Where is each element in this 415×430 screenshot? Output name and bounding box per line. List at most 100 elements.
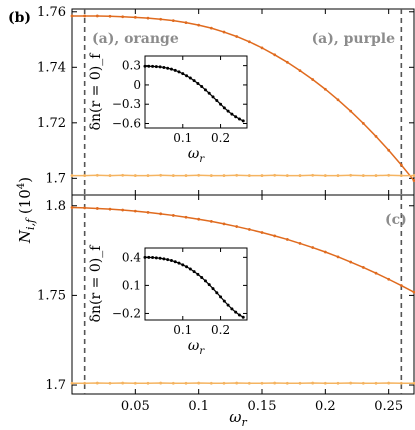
inset-ytick-label-b: 0: [133, 78, 141, 92]
inset-b-ticks: 0.3 0 −0.3 −0.6 0.1 0.2 ωr δn(r = 0)_f: [88, 52, 247, 165]
series-c-1-point: [285, 381, 289, 385]
series-c-0-point: [374, 271, 378, 275]
inset-series-c-point: [219, 295, 223, 299]
inset-series-c-point: [222, 299, 226, 303]
inset-series-b-point: [192, 79, 196, 83]
series-c-0-point: [336, 255, 340, 259]
panel-tag-b: (b): [8, 10, 31, 26]
series-c-1-point: [412, 381, 415, 385]
series-c-1-point: [209, 381, 213, 385]
series-b-1-point: [374, 174, 378, 177]
inset-series-c-point: [226, 303, 230, 307]
ytick-label-c: 1.8: [45, 199, 66, 214]
inset-xlabel-b: ωr: [188, 146, 205, 165]
series-b-0-point: [171, 19, 175, 23]
inset-xtick-label-c: 0.1: [173, 323, 192, 337]
series-c-0-point: [184, 215, 188, 219]
series-b-1-point: [412, 174, 415, 177]
series-b-0-line: [72, 15, 415, 182]
panel-c: 1.7 1.75 1.8 0.05 0.1 0.15 0.2 0.25 (c): [37, 194, 415, 414]
series-b-0-point: [121, 15, 125, 19]
inset-series-b-point: [181, 72, 185, 76]
series-c-1-point: [95, 381, 99, 385]
series-c-0-point: [159, 212, 163, 216]
series-c-1-point: [171, 381, 175, 385]
inset-series-b-point: [203, 88, 207, 92]
inset-series-b-point: [215, 99, 219, 103]
series-c-1-point: [387, 381, 391, 385]
inset-series-b-point: [151, 64, 155, 68]
xtick-label: 0.1: [188, 399, 209, 414]
series-c-1-point: [323, 381, 327, 385]
inset-series-c-point: [177, 261, 181, 265]
inset-series-c-point: [147, 255, 151, 259]
inset-ylabel-b: δn(r = 0)_f: [88, 52, 104, 131]
panel-b: 1.7 1.72 1.74 1.76 (b) (a), orange (a), pur…: [8, 5, 415, 196]
y-axis-label: Ni,f (104): [16, 177, 37, 244]
series-b-0-point: [298, 69, 302, 73]
series-c-0-point: [247, 228, 251, 231]
series-c-1-point: [349, 381, 353, 385]
series-b-1-point: [70, 174, 74, 177]
inset-series-b-point: [237, 117, 241, 121]
series-b-0-point: [235, 35, 239, 38]
y-axis-label-exp: 4: [16, 183, 27, 189]
inset-series-c-point: [237, 313, 241, 317]
series-b-0-point: [184, 21, 188, 25]
panel-c-ticks: 1.7 1.75 1.8 0.05 0.1 0.15 0.2 0.25: [37, 195, 414, 414]
series-b-1-point: [197, 173, 201, 177]
inset-series-c-point: [185, 265, 189, 269]
series-b-0-point: [323, 87, 327, 91]
series-b-0-point: [336, 98, 340, 102]
series-b-1-point: [83, 174, 87, 177]
panel-b-ticks: 1.7 1.72 1.74 1.76: [37, 5, 414, 195]
series-c-1-point: [108, 381, 112, 385]
series-c-0-point: [146, 210, 150, 214]
series-b-0-point: [222, 30, 226, 34]
series-c-1-point: [222, 381, 226, 385]
ytick-label-c: 1.7: [45, 378, 66, 393]
series-b-1-point: [146, 174, 150, 177]
x-axis-label-sub: r: [241, 416, 247, 429]
inset-b-series: [143, 64, 245, 123]
series-c-0-point: [209, 219, 213, 223]
series-b-1-point: [349, 173, 353, 177]
panel-b-series: [70, 14, 415, 182]
inset-xtick-label-b: 0.1: [173, 131, 192, 145]
inset-series-b-point: [143, 64, 147, 68]
series-c-0-point: [83, 206, 87, 210]
series-b-0-point: [273, 53, 277, 57]
panel-tag-c: (c): [385, 212, 407, 228]
inset-series-c-point: [200, 275, 204, 279]
series-c-1-point: [298, 381, 302, 385]
series-b-0-point: [387, 148, 391, 152]
series-c-1-point: [70, 381, 74, 385]
series-c-0-point: [285, 238, 289, 241]
series-b-1-point: [247, 174, 251, 177]
svg-text:Ni,f (104): Ni,f (104): [16, 177, 37, 244]
series-b-0-point: [247, 40, 251, 44]
ytick-label-b: 1.76: [37, 5, 66, 20]
series-b-1-point: [399, 174, 403, 177]
inset-c-ticks: 0.4 0.1 −0.2 0.1 0.2 ωr δn(r = 0)_f: [88, 244, 247, 357]
inset-series-b-point: [222, 106, 226, 110]
inset-series-c-point: [181, 263, 185, 267]
series-b-0-point: [412, 179, 415, 182]
series-b-1-point: [273, 173, 277, 177]
inset-series-c-point: [162, 257, 166, 261]
series-c-0-point: [361, 266, 365, 269]
series-c-0-point: [387, 277, 391, 281]
series-b-0-point: [285, 60, 289, 64]
series-b-1-point: [95, 173, 99, 177]
series-b-0-point: [197, 23, 201, 27]
inset-series-b-point: [154, 65, 158, 69]
inset-series-c-point: [196, 272, 200, 276]
inset-series-c-point: [234, 310, 238, 314]
inset-series-c-point: [241, 315, 245, 319]
series-b-1-point: [121, 173, 125, 177]
series-b-0-point: [374, 135, 378, 138]
series-c-1-point: [159, 381, 163, 385]
inset-series-c-point: [143, 255, 147, 259]
y-axis-label-close: ): [16, 177, 34, 183]
inset-series-b-point: [211, 95, 215, 99]
